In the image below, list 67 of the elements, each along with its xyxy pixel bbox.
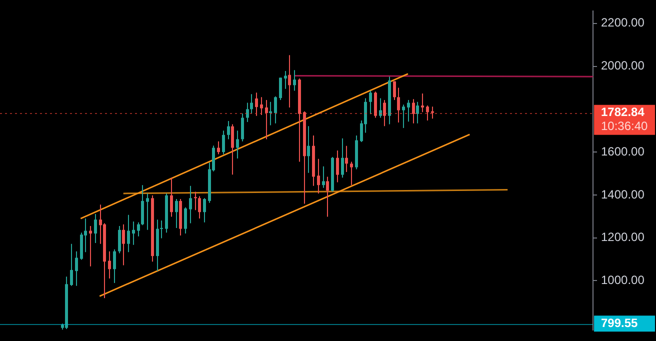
candlestick (250, 94, 253, 114)
candlestick (383, 99, 386, 127)
y-tick-label: 1600.00 (601, 144, 645, 158)
candlestick (307, 126, 310, 174)
candlestick (412, 98, 415, 124)
candlestick (260, 96, 263, 116)
candlestick (407, 99, 410, 122)
candlestick (393, 80, 396, 100)
y-tick-label: 2000.00 (601, 58, 645, 73)
candlestick (288, 54, 291, 108)
candlestick (274, 96, 277, 124)
candlestick (350, 161, 353, 186)
candlestick (431, 106, 434, 120)
candlestick (203, 198, 206, 223)
candlestick (241, 112, 244, 142)
candlestick (175, 198, 178, 228)
y-tick-label: 1200.00 (601, 230, 645, 244)
candlestick (426, 105, 429, 122)
candlestick (194, 191, 197, 211)
candlestick (416, 101, 419, 124)
candlestick (326, 176, 329, 218)
candlestick (160, 220, 163, 239)
candlestick (322, 166, 325, 188)
candlestick (222, 130, 225, 155)
candlestick (231, 124, 234, 176)
ref-line-label: 799.55 (601, 316, 638, 330)
candlestick (374, 91, 377, 118)
candlestick (402, 104, 405, 129)
candlestick (189, 185, 192, 224)
candlestick (118, 226, 121, 254)
candlestick (341, 138, 344, 178)
candlestick (132, 221, 135, 246)
candlestick (336, 150, 339, 183)
candlestick (70, 243, 73, 286)
candlestick (198, 196, 201, 220)
candlestick (227, 120, 230, 140)
candlestick (246, 102, 249, 123)
candlestick (279, 77, 282, 100)
candlestick (369, 90, 372, 115)
ref-line-label: 1782.84 (601, 105, 645, 120)
candlestick (122, 224, 125, 266)
candlestick (127, 214, 130, 253)
candlestick (108, 250, 111, 280)
candlestick (317, 158, 320, 194)
y-tick-label: 1000.00 (601, 273, 645, 288)
y-tick-label: 1400.00 (601, 187, 645, 202)
candlestick (345, 145, 348, 172)
candlestick (170, 177, 173, 218)
candlestick (94, 214, 97, 244)
candlestick (89, 226, 92, 267)
candlestick (421, 93, 424, 113)
candlestick (236, 130, 239, 159)
candlestick (397, 87, 400, 123)
candlestick (265, 99, 268, 140)
candlestick (217, 140, 220, 155)
candlestick (184, 206, 187, 234)
candlestick (146, 192, 149, 230)
candlestick (75, 250, 78, 286)
candlestick (141, 184, 144, 226)
candlestick (255, 92, 258, 116)
candlestick (379, 98, 382, 118)
text: 10:36:40 (601, 119, 648, 134)
candlestick (113, 248, 116, 284)
candlestick (293, 70, 296, 92)
y-tick-label: 2200.00 (601, 16, 645, 30)
candlestick (284, 70, 287, 90)
candlestick (137, 222, 140, 237)
